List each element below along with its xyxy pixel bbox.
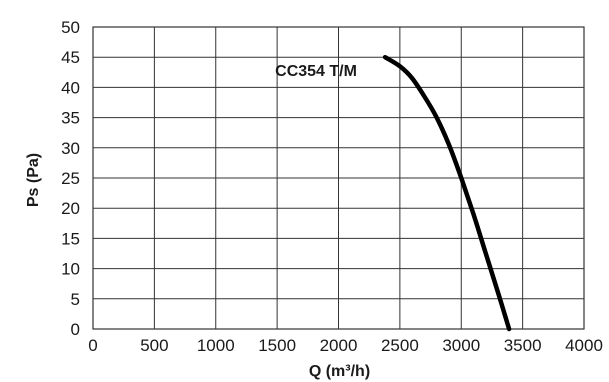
y-tick-label: 30 [61, 139, 80, 158]
x-tick-label: 1500 [258, 336, 296, 355]
x-tick-label: 2000 [320, 336, 358, 355]
grid [92, 26, 585, 330]
y-tick-label: 20 [61, 199, 80, 218]
x-tick-label: 3500 [504, 336, 542, 355]
x-tick-label: 2500 [381, 336, 419, 355]
x-tick-label: 500 [140, 336, 168, 355]
plot-frame [92, 26, 585, 330]
y-axis-label: Ps (Pa) [25, 153, 42, 207]
y-tick-label: 25 [61, 169, 80, 188]
y-tick-label: 5 [71, 290, 80, 309]
y-tick-label: 15 [61, 229, 80, 248]
y-tick-label: 40 [61, 78, 80, 97]
x-tick-label: 4000 [565, 336, 603, 355]
y-tick-label: 50 [61, 18, 80, 37]
y-tick-label: 0 [71, 320, 80, 339]
x-tick-label: 3000 [442, 336, 480, 355]
y-tick-label: 45 [61, 48, 80, 67]
x-tick-label: 1000 [197, 336, 235, 355]
y-tick-label: 10 [61, 260, 80, 279]
series-curve-cc354 [382, 54, 512, 332]
tick-labels: 0 500 1000 1500 2000 2500 3000 3500 4000 0 5 10 15 20… [61, 18, 603, 355]
x-tick-label: 0 [88, 336, 97, 355]
y-tick-label: 35 [61, 109, 80, 128]
x-axis-label: Q (m³/h) [309, 363, 370, 380]
series-label: CC354 T/M [275, 63, 357, 80]
